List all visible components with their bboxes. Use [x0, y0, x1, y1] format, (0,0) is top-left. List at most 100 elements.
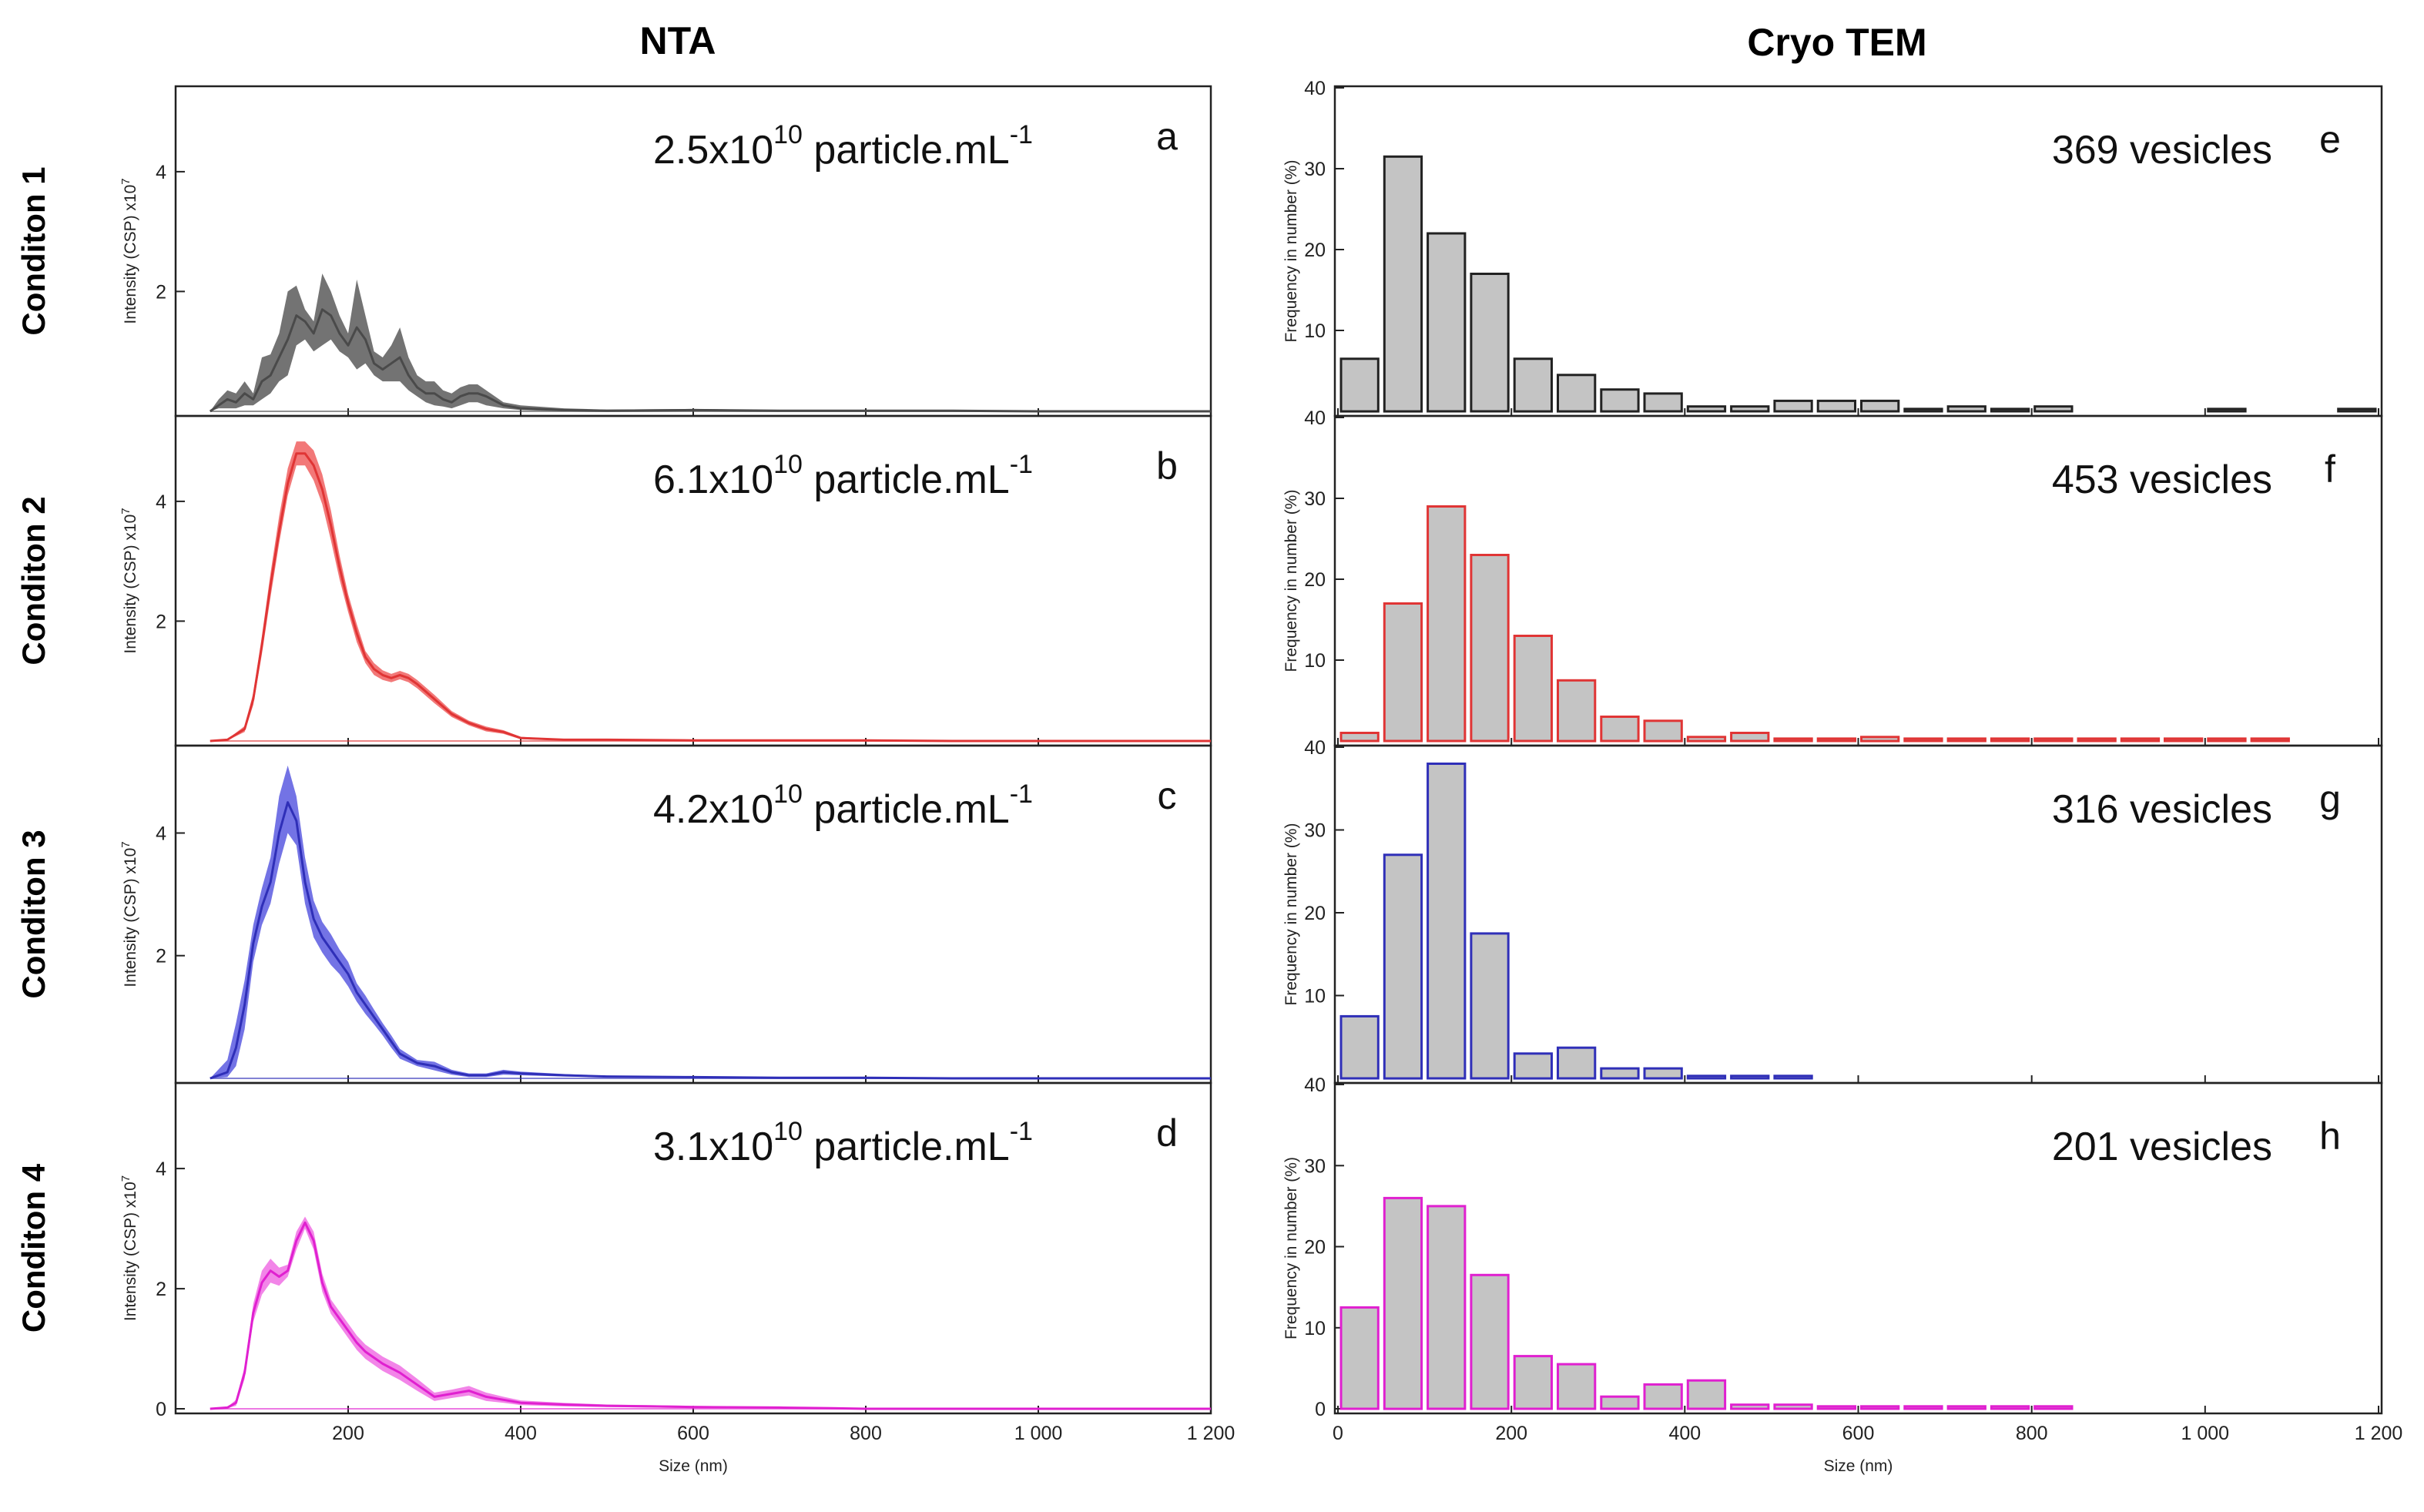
mean-line — [209, 308, 1211, 413]
y-axis-label-text: Intensity (CSP) x10 — [122, 1182, 139, 1321]
y-axis-label-text: Frequency in number (%) — [1282, 160, 1300, 343]
vesicle-count-annotation: 201 vesicles — [2052, 1125, 2272, 1169]
y-tick-label: 0 — [1315, 1399, 1326, 1420]
histogram-bar — [1383, 602, 1423, 743]
histogram-bar — [1816, 1405, 1856, 1410]
histogram-bar — [1903, 737, 1943, 743]
y-tick-label: 30 — [1304, 1155, 1326, 1177]
y-axis-label: Frequency in number (%) — [1282, 1157, 1300, 1339]
histogram-bar — [1383, 853, 1423, 1080]
annotation-suffix: particle.mL — [803, 128, 1010, 173]
histogram-bar — [1990, 737, 2030, 743]
vesicle-count-annotation: 369 vesicles — [2052, 128, 2272, 173]
x-axis-label: Size (nm) — [659, 1457, 728, 1475]
y-axis-label: Frequency in number (%) — [1282, 823, 1300, 1006]
y-tick-label: 20 — [1304, 569, 1326, 591]
histogram-bar — [1513, 635, 1553, 743]
histogram-bar — [1643, 392, 1683, 413]
y-axis-label: Intensity (CSP) x107 — [119, 1175, 139, 1321]
histogram-bar — [1686, 1379, 1727, 1410]
histogram-bar — [1383, 155, 1423, 413]
histogram-bar — [1860, 399, 1900, 413]
y-tick-label: 20 — [1304, 1237, 1326, 1259]
concentration-annotation: 2.5x1010 particle.mL-1 — [653, 120, 1033, 173]
y-tick-label: 4 — [156, 823, 166, 845]
y-tick-label: 10 — [1304, 650, 1326, 672]
y-tick-label: 40 — [1304, 737, 1326, 759]
annotation-prefix: 3.1x10 — [653, 1125, 773, 1169]
histogram-bar — [2207, 737, 2247, 743]
row-label-4: Conditon 4 — [15, 1163, 52, 1333]
panel-letter: d — [1156, 1111, 1178, 1155]
concentration-annotation: 6.1x1010 particle.mL-1 — [653, 450, 1033, 502]
confidence-band — [210, 1216, 1211, 1409]
histogram-bar — [1643, 1383, 1683, 1410]
x-axis-label: Size (nm) — [1824, 1457, 1893, 1475]
histogram-bar — [1860, 1405, 1900, 1410]
histogram-bar — [2250, 737, 2290, 743]
histogram-bar — [1339, 1014, 1380, 1080]
panel-d: 0 2 4 200 400 600 800 1 000 1 200 Size (nm) Intens… — [119, 1081, 1235, 1475]
histogram-bar — [2033, 737, 2074, 743]
histogram-bar — [1557, 1046, 1597, 1080]
annotation-prefix: 2.5x10 — [653, 128, 773, 173]
histogram-bar — [1730, 1403, 1770, 1410]
y-axis-label: Intensity (CSP) x107 — [119, 178, 139, 324]
annotation-prefix: 6.1x10 — [653, 458, 773, 502]
annotation-unit-exponent: -1 — [1010, 450, 1033, 479]
y-axis-label-text: Frequency in number (%) — [1282, 490, 1300, 672]
y-tick-label: 20 — [1304, 903, 1326, 924]
panel-e: 10 20 30 40 Frequency in number (%) 369 vesic… — [1282, 78, 2383, 417]
y-tick-label: 4 — [156, 491, 166, 513]
histogram-bar — [1990, 1405, 2030, 1410]
annotation-suffix: particle.mL — [803, 458, 1010, 502]
y-axis-label-text: Frequency in number (%) — [1282, 823, 1300, 1006]
histogram-bar — [2164, 737, 2204, 743]
histogram-bar — [1600, 1395, 1640, 1410]
histogram-bar — [2207, 407, 2247, 413]
row-label-1: Conditon 1 — [15, 166, 52, 335]
row-label-3: Conditon 3 — [15, 830, 52, 998]
mean-line — [210, 801, 1211, 1080]
panel-letter: c — [1158, 774, 1177, 817]
histogram-bar — [1730, 732, 1770, 743]
annotation-exponent: 10 — [773, 1117, 803, 1146]
annotation-prefix: 4.2x10 — [653, 787, 773, 832]
histogram-bar — [1730, 405, 1770, 413]
y-axis-label-text: Intensity (CSP) x10 — [122, 848, 139, 987]
y-axis-label-exponent: 7 — [119, 1175, 132, 1182]
y-tick-label: 30 — [1304, 820, 1326, 842]
panel-letter: e — [2319, 118, 2341, 161]
row-label-2: Conditon 2 — [15, 496, 52, 665]
histogram-bar — [1600, 1067, 1640, 1080]
mean-line — [210, 1221, 1211, 1410]
x-tick-label: 800 — [2016, 1423, 2048, 1444]
histogram-bar — [2033, 1405, 2074, 1410]
histogram-bar — [1470, 1273, 1510, 1410]
histogram-bar — [1513, 1052, 1553, 1080]
histogram-bar — [1557, 1363, 1597, 1410]
y-tick-label: 0 — [156, 1399, 166, 1420]
y-tick-label: 30 — [1304, 488, 1326, 510]
histogram-bar — [1686, 1074, 1727, 1080]
annotation-exponent: 10 — [773, 450, 803, 479]
histogram-bar — [1600, 388, 1640, 413]
y-tick-label: 20 — [1304, 240, 1326, 261]
panel-b: 2 4 Intensity (CSP) x107 6.1x1010 particle.… — [119, 414, 1212, 747]
annotation-suffix: particle.mL — [803, 787, 1010, 832]
histogram-bar — [1470, 554, 1510, 743]
y-tick-label: 40 — [1304, 1074, 1326, 1096]
y-axis-label-exponent: 7 — [119, 178, 132, 184]
y-tick-label: 10 — [1304, 1318, 1326, 1339]
histogram-bar — [1643, 1067, 1683, 1080]
x-tick-label: 1 200 — [2355, 1423, 2403, 1444]
x-tick-label: 0 — [1333, 1423, 1343, 1444]
histogram-bar — [1946, 405, 1986, 413]
panel-f: 10 20 30 40 Frequency in number (%) 453 vesic… — [1282, 407, 2383, 747]
y-tick-label: 2 — [156, 611, 166, 632]
y-axis-label-exponent: 7 — [119, 508, 132, 514]
concentration-annotation: 4.2x1010 particle.mL-1 — [653, 779, 1033, 832]
histogram-bar — [1816, 737, 1856, 743]
annotation-unit-exponent: -1 — [1010, 1117, 1033, 1146]
